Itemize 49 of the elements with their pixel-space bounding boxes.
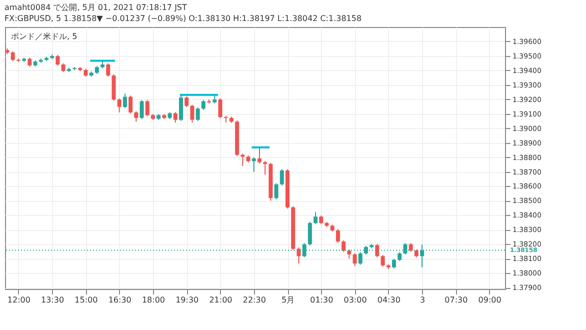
candlestick xyxy=(106,62,110,78)
candlestick xyxy=(134,110,138,122)
candlestick xyxy=(252,156,256,172)
x-tick-label: 13:30 xyxy=(41,296,64,304)
candlestick xyxy=(218,98,222,119)
candlestick xyxy=(173,112,178,124)
candlestick xyxy=(145,100,150,117)
x-tick-label: 21:00 xyxy=(209,296,232,304)
candlestick xyxy=(10,50,15,62)
candlestick xyxy=(122,93,127,109)
candlestick xyxy=(56,54,60,66)
candlestick xyxy=(352,252,357,266)
candlestick xyxy=(375,243,380,258)
candlestick xyxy=(336,228,340,244)
candlestick xyxy=(184,96,189,108)
candlestick xyxy=(314,211,318,225)
x-tick-label: 5月 xyxy=(281,296,295,304)
candlestick xyxy=(342,240,346,252)
candlestick xyxy=(257,146,262,164)
x-tick-label: 09:00 xyxy=(478,296,502,304)
candlestick xyxy=(296,247,301,264)
x-tick-label: 03:00 xyxy=(344,296,367,304)
chart-title: amaht0084 で公開, 5月 01, 2021 07:18:17 JST xyxy=(4,3,188,12)
candlestick xyxy=(117,98,122,113)
candlestick xyxy=(392,258,396,269)
candlestick xyxy=(201,100,206,110)
x-tick-label: 19:30 xyxy=(176,296,199,304)
candlestick xyxy=(308,221,312,246)
candlestick xyxy=(263,160,268,176)
candlestick xyxy=(190,104,194,124)
candlestick xyxy=(179,94,184,122)
candlestick xyxy=(380,254,385,268)
x-tick-label: 3 xyxy=(420,296,426,304)
candlestick xyxy=(347,248,352,260)
x-tick-label: 07:30 xyxy=(444,296,468,304)
x-tick-label: 22:30 xyxy=(242,296,266,304)
annotation: ポンド／米ドル, 5 xyxy=(11,32,78,41)
x-tick-label: 15:00 xyxy=(74,296,98,304)
chart-subtitle: FX:GBPUSD, 5 1.38158▼ −0.01237 (−0.89%) O:1.38130 H:1.38197 L:1.38042 C:1.38158 xyxy=(4,14,362,23)
candlestick xyxy=(140,100,144,120)
candlestick xyxy=(280,168,284,186)
x-tick-label: 01:30 xyxy=(310,296,334,304)
x-tick-label: 18:00 xyxy=(142,296,166,304)
candlestick xyxy=(274,182,278,200)
x-tick-label: 12:00 xyxy=(7,296,30,304)
x-tick-label: 04:30 xyxy=(377,296,400,304)
candlestick xyxy=(128,95,133,114)
candlestick xyxy=(196,106,200,122)
x-tick-label: 16:30 xyxy=(108,296,132,304)
